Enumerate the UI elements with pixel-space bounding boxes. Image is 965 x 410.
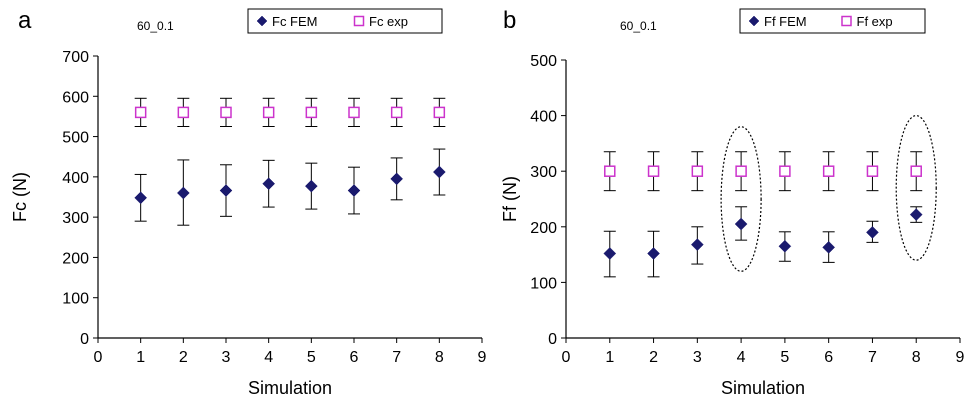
highlight-ellipse: [720, 126, 762, 272]
legend: Ff FEM Ff exp: [739, 8, 926, 34]
chart-panel-a: a 60_0.1 0 100 200 300 400 500 600 700 0 1 2 3 4 5 6 7 8 9 F…: [10, 7, 487, 398]
legend-entry-label: Fc FEM: [272, 14, 318, 29]
data-point-diamond: [690, 238, 704, 251]
panel-label: b: [503, 7, 516, 34]
legend-entry-label: Ff exp: [857, 14, 893, 29]
chart-panel-b: b 60_0.1 0 100 200 300 400 500 0 1 2 3 4 5 6 7 8 9 Ff (N) S…: [500, 7, 965, 398]
data-point-diamond: [219, 184, 233, 197]
x-tick-label: 6: [350, 349, 359, 366]
x-tick-label: 4: [737, 349, 746, 366]
legend-marker-diamond: [256, 15, 268, 27]
panel-label: a: [18, 7, 32, 34]
data-point-diamond: [647, 247, 660, 260]
legend-entry-label: Fc exp: [369, 14, 408, 29]
x-tick-label: 7: [392, 349, 401, 366]
data-point-square: [647, 165, 660, 177]
x-tick-label: 3: [222, 349, 231, 366]
x-tick-label: 1: [136, 349, 145, 366]
data-point-square: [910, 165, 922, 177]
y-tick-label: 700: [62, 49, 89, 66]
data-point-square: [433, 106, 446, 119]
x-tick-label: 1: [605, 349, 614, 366]
data-point-square: [822, 165, 835, 177]
x-tick-label: 8: [435, 349, 444, 366]
legend-marker-diamond: [748, 15, 760, 27]
data-point-square: [220, 106, 232, 119]
series-fc-fem: [134, 148, 446, 226]
data-point-square: [735, 165, 747, 177]
highlight-ellipse: [895, 115, 937, 261]
y-tick-label: 500: [62, 130, 89, 147]
data-point-square: [866, 165, 879, 177]
legend-box: [739, 8, 926, 34]
series-fc-exp: [134, 97, 446, 127]
legend-marker-square: [353, 15, 365, 27]
legend-box: [247, 8, 443, 34]
data-point-square: [779, 165, 791, 177]
y-tick-label: 200: [530, 220, 557, 237]
series-ff-fem: [603, 206, 923, 278]
x-tick-label: 4: [264, 349, 273, 366]
data-point-square: [262, 106, 275, 119]
data-point-diamond: [347, 184, 361, 197]
y-axis-label: Fc (N): [10, 172, 30, 222]
y-tick-label: 500: [530, 53, 557, 70]
data-point-diamond: [734, 217, 748, 231]
legend-marker-square: [841, 15, 852, 27]
x-tick-label: 0: [94, 349, 103, 366]
data-point-diamond: [778, 239, 792, 253]
data-point-diamond: [390, 172, 404, 186]
series-ff-exp: [603, 151, 923, 192]
y-tick-label: 100: [62, 291, 89, 308]
x-tick-label: 9: [478, 349, 487, 366]
x-tick-label: 5: [780, 349, 789, 366]
y-tick-label: 600: [62, 89, 89, 106]
data-point-diamond: [134, 191, 148, 205]
y-tick-label: 400: [62, 170, 89, 187]
y-tick-label: 400: [530, 109, 557, 126]
data-point-diamond: [866, 226, 879, 239]
y-tick-label: 300: [62, 210, 89, 227]
x-tick-label: 2: [649, 349, 658, 366]
legend: Fc FEM Fc exp: [247, 8, 443, 34]
y-axis-label: Ff (N): [500, 176, 520, 222]
data-point-square: [691, 165, 704, 177]
y-tick-label: 300: [530, 164, 557, 181]
data-point-diamond: [262, 177, 276, 191]
x-tick-label: 7: [868, 349, 877, 366]
data-point-diamond: [603, 247, 617, 260]
x-tick-label: 2: [179, 349, 188, 366]
x-tick-label: 0: [562, 349, 571, 366]
chart-annotation: 60_0.1: [620, 19, 657, 33]
data-point-square: [348, 106, 360, 119]
data-point-diamond: [304, 179, 318, 193]
x-tick-label: 5: [307, 349, 316, 366]
x-tick-label: 9: [956, 349, 965, 366]
data-point-square: [177, 106, 190, 119]
data-point-diamond: [176, 186, 190, 200]
y-tick-label: 0: [548, 331, 557, 348]
chart-annotation: 60_0.1: [137, 19, 174, 33]
data-point-square: [604, 165, 616, 177]
data-point-diamond: [909, 208, 923, 221]
x-tick-label: 6: [824, 349, 833, 366]
x-axis-label: Simulation: [721, 378, 805, 398]
legend-entry-label: Ff FEM: [764, 14, 807, 29]
data-point-square: [134, 106, 147, 119]
y-tick-label: 200: [62, 250, 89, 267]
data-point-square: [305, 106, 318, 119]
data-point-diamond: [432, 165, 446, 179]
data-point-diamond: [822, 241, 836, 254]
x-tick-label: 3: [693, 349, 702, 366]
y-tick-label: 0: [80, 331, 89, 348]
x-axis-label: Simulation: [248, 378, 332, 398]
x-tick-label: 8: [912, 349, 921, 366]
y-tick-label: 100: [530, 275, 557, 292]
data-point-square: [390, 106, 403, 119]
